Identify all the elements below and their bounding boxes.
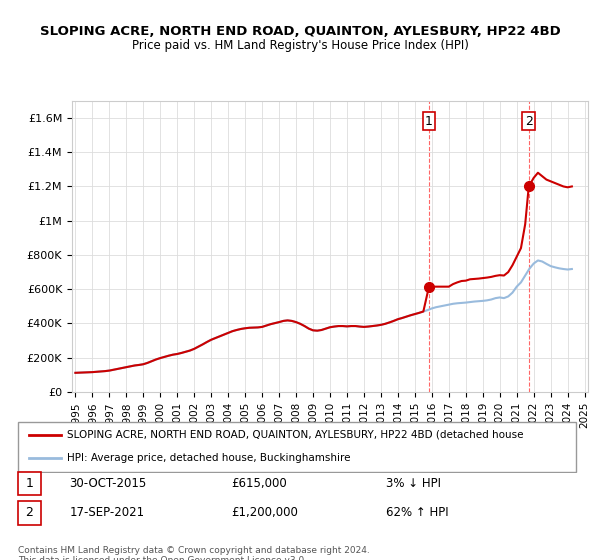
Text: 2: 2 — [25, 506, 33, 520]
Text: SLOPING ACRE, NORTH END ROAD, QUAINTON, AYLESBURY, HP22 4BD (detached house: SLOPING ACRE, NORTH END ROAD, QUAINTON, … — [67, 430, 523, 440]
Text: HPI: Average price, detached house, Buckinghamshire: HPI: Average price, detached house, Buck… — [67, 453, 350, 463]
Text: 1: 1 — [425, 115, 433, 128]
Text: 2: 2 — [525, 115, 533, 128]
FancyBboxPatch shape — [18, 472, 41, 495]
Text: 62% ↑ HPI: 62% ↑ HPI — [386, 506, 449, 520]
FancyBboxPatch shape — [18, 422, 577, 472]
Text: £615,000: £615,000 — [231, 477, 287, 490]
Text: £1,200,000: £1,200,000 — [231, 506, 298, 520]
Text: 17-SEP-2021: 17-SEP-2021 — [70, 506, 145, 520]
Text: 1: 1 — [25, 477, 33, 490]
Text: SLOPING ACRE, NORTH END ROAD, QUAINTON, AYLESBURY, HP22 4BD: SLOPING ACRE, NORTH END ROAD, QUAINTON, … — [40, 25, 560, 38]
FancyBboxPatch shape — [18, 501, 41, 525]
Text: Price paid vs. HM Land Registry's House Price Index (HPI): Price paid vs. HM Land Registry's House … — [131, 39, 469, 52]
Text: Contains HM Land Registry data © Crown copyright and database right 2024.
This d: Contains HM Land Registry data © Crown c… — [18, 546, 370, 560]
Text: 30-OCT-2015: 30-OCT-2015 — [70, 477, 147, 490]
Text: 3% ↓ HPI: 3% ↓ HPI — [386, 477, 442, 490]
